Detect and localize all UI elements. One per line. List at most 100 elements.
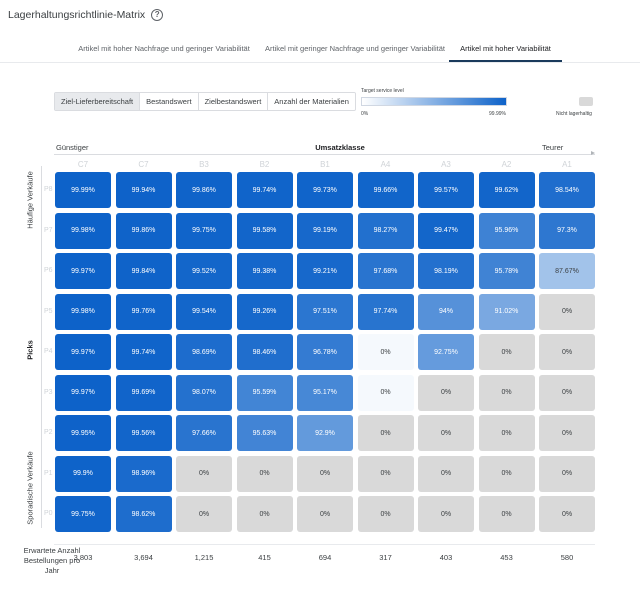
matrix-cell[interactable]: 0% <box>357 496 414 532</box>
matrix-cell[interactable]: 0% <box>297 496 353 532</box>
tab-high-demand-low-variability[interactable]: Artikel mit hoher Nachfrage und geringer… <box>78 44 250 53</box>
matrix-cell[interactable]: 97.74% <box>357 293 414 330</box>
matrix-cell[interactable]: 98.62% <box>115 496 172 532</box>
matrix-cell[interactable]: 95.59% <box>236 374 293 411</box>
help-circle-icon[interactable]: ? <box>151 9 164 21</box>
matrix-cell[interactable]: 99.86% <box>176 172 232 208</box>
matrix-cell[interactable]: 99.76% <box>115 293 172 330</box>
matrix-cell[interactable]: 97.51% <box>297 293 353 330</box>
matrix-cell[interactable]: 0% <box>478 496 535 532</box>
matrix-cell[interactable]: 98.54% <box>539 172 595 208</box>
matrix-cell[interactable]: 0% <box>539 455 595 492</box>
column-header: A3 <box>441 160 451 169</box>
matrix-cell[interactable]: 96.78% <box>297 334 353 370</box>
toggle-target-service-level[interactable]: Ziel-Lieferbereitschaft <box>55 93 141 110</box>
matrix-cell[interactable]: 99.97% <box>55 334 111 370</box>
matrix-cell[interactable]: 99.75% <box>55 496 111 532</box>
row-header: P7 <box>44 226 53 234</box>
matrix-cell[interactable]: 99.26% <box>236 293 293 330</box>
matrix-cell[interactable]: 0% <box>478 455 535 492</box>
matrix-cell[interactable]: 92.75% <box>418 334 474 370</box>
matrix-cell[interactable]: 95.96% <box>478 212 535 249</box>
matrix-cell[interactable]: 99.97% <box>55 253 111 289</box>
matrix-cell[interactable]: 99.99% <box>55 172 111 208</box>
matrix-cell[interactable]: 99.95% <box>55 415 111 451</box>
matrix-cell[interactable]: 0% <box>357 374 414 411</box>
matrix-cell[interactable]: 0% <box>176 496 232 532</box>
matrix-cell[interactable]: 99.19% <box>297 212 353 249</box>
toggle-target-inventory-value[interactable]: Zielbestandswert <box>198 93 269 110</box>
matrix-cell[interactable]: 0% <box>539 334 595 370</box>
matrix-cell[interactable]: 0% <box>478 374 535 411</box>
matrix-cell[interactable]: 99.97% <box>55 374 111 411</box>
legend-min-label: 0% <box>361 111 369 117</box>
matrix-cell[interactable]: 98.19% <box>418 253 474 289</box>
matrix-cell[interactable]: 99.69% <box>115 374 172 411</box>
matrix-cell[interactable]: 99.66% <box>357 172 414 208</box>
toggle-inventory-value[interactable]: Bestandswert <box>140 93 199 110</box>
matrix-cell[interactable]: 97.66% <box>176 415 232 451</box>
legend-title: Target service level <box>361 88 404 94</box>
matrix-cell[interactable]: 0% <box>478 334 535 370</box>
matrix-cell[interactable]: 0% <box>357 334 414 370</box>
row-header: P1 <box>44 469 53 477</box>
matrix-cell[interactable]: 99.98% <box>55 212 111 249</box>
matrix-cell[interactable]: 99.58% <box>236 212 293 249</box>
matrix-cell[interactable]: 95.17% <box>297 374 353 411</box>
matrix-cell[interactable]: 0% <box>357 455 414 492</box>
matrix-cell[interactable]: 99.74% <box>236 172 293 208</box>
matrix-cell[interactable]: 0% <box>357 415 414 451</box>
matrix-cell[interactable]: 95.63% <box>236 415 293 451</box>
matrix-cell[interactable]: 0% <box>539 374 595 411</box>
matrix-cell[interactable]: 97.3% <box>539 212 595 249</box>
x-axis-high-label: Teurer <box>542 143 564 152</box>
matrix-cell[interactable]: 99.21% <box>297 253 353 289</box>
matrix-cell[interactable]: 99.38% <box>236 253 293 289</box>
tabs-divider <box>0 62 640 63</box>
matrix-cell[interactable]: 99.98% <box>55 293 111 330</box>
matrix-cell[interactable]: 99.47% <box>418 212 474 249</box>
matrix-cell[interactable]: 0% <box>418 455 474 492</box>
matrix-cell[interactable]: 99.84% <box>115 253 172 289</box>
matrix-cell[interactable]: 98.27% <box>357 212 414 249</box>
matrix-cell[interactable]: 92.9% <box>297 415 353 451</box>
matrix-cell[interactable]: 87.67% <box>539 253 595 289</box>
matrix-cell[interactable]: 0% <box>236 455 293 492</box>
expected-orders-value: 317 <box>379 553 392 562</box>
matrix-cell[interactable]: 99.74% <box>115 334 172 370</box>
matrix-cell[interactable]: 98.69% <box>176 334 232 370</box>
matrix-cell[interactable]: 0% <box>176 455 232 492</box>
matrix-cell[interactable]: 99.56% <box>115 415 172 451</box>
matrix-cell[interactable]: 0% <box>478 415 535 451</box>
matrix-cell[interactable]: 0% <box>418 374 474 411</box>
matrix-cell[interactable]: 99.73% <box>297 172 353 208</box>
matrix-cell[interactable]: 0% <box>418 496 474 532</box>
tab-high-variability[interactable]: Artikel mit hoher Variabilität <box>449 38 562 62</box>
row-header: P8 <box>44 186 53 193</box>
matrix-cell[interactable]: 99.62% <box>478 172 535 208</box>
matrix-cell[interactable]: 99.9% <box>55 455 111 492</box>
tab-low-demand-low-variability[interactable]: Artikel mit geringer Nachfrage und gerin… <box>265 44 445 53</box>
matrix-cell[interactable]: 0% <box>539 496 595 532</box>
matrix-cell[interactable]: 99.75% <box>176 212 232 249</box>
matrix-cell[interactable]: 99.57% <box>418 172 474 208</box>
matrix-cell[interactable]: 98.46% <box>236 334 293 370</box>
matrix-cell[interactable]: 99.86% <box>115 212 172 249</box>
matrix-cell[interactable]: 95.78% <box>478 253 535 289</box>
matrix-cell[interactable]: 98.96% <box>115 455 172 492</box>
matrix-cell[interactable]: 99.52% <box>176 253 232 289</box>
matrix-cell[interactable]: 91.02% <box>478 293 535 330</box>
matrix-cell[interactable]: 94% <box>418 293 474 330</box>
matrix-cell[interactable]: 0% <box>418 415 474 451</box>
column-header: A1 <box>562 160 572 169</box>
matrix-cell[interactable]: 99.54% <box>176 293 232 330</box>
row-header: P0 <box>44 510 53 517</box>
matrix-cell[interactable]: 99.94% <box>115 172 172 208</box>
matrix-cell[interactable]: 0% <box>297 455 353 492</box>
matrix-cell[interactable]: 98.07% <box>176 374 232 411</box>
matrix-cell[interactable]: 0% <box>539 415 595 451</box>
matrix-cell[interactable]: 0% <box>539 293 595 330</box>
matrix-cell[interactable]: 0% <box>236 496 293 532</box>
toggle-material-count[interactable]: Anzahl der Materialien <box>268 93 355 110</box>
matrix-cell[interactable]: 97.68% <box>357 253 414 289</box>
